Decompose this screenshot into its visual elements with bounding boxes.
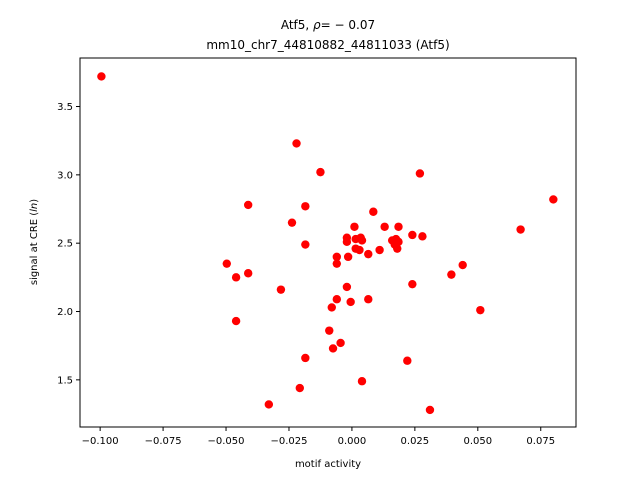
data-point-32 bbox=[357, 236, 367, 245]
data-point-50 bbox=[425, 405, 435, 415]
data-point-45 bbox=[403, 356, 412, 365]
data-point-30 bbox=[355, 245, 364, 255]
x-tick-label-7: 0.075 bbox=[526, 436, 555, 447]
data-point-53 bbox=[476, 305, 485, 315]
data-point-46 bbox=[408, 230, 417, 240]
data-point-13 bbox=[301, 353, 310, 363]
data-point-55 bbox=[549, 195, 558, 204]
y-tick-label-3: 3.0 bbox=[57, 170, 73, 181]
x-tick-label-0: −0.100 bbox=[82, 436, 119, 447]
data-point-19 bbox=[332, 259, 342, 268]
data-point-42 bbox=[393, 244, 402, 253]
data-point-17 bbox=[328, 344, 338, 353]
data-point-51 bbox=[447, 270, 456, 279]
chart-title-line2: mm10_chr7_44810882_44811033 (Atf5) bbox=[206, 38, 449, 52]
data-point-37 bbox=[375, 245, 384, 255]
data-point-49 bbox=[418, 232, 427, 241]
chart-title-line1: Atf5, ρ= − 0.07 bbox=[281, 18, 375, 32]
data-point-10 bbox=[295, 383, 304, 393]
y-axis-label: signal at CRE (ln) bbox=[29, 199, 40, 285]
data-point-26 bbox=[346, 297, 355, 307]
data-point-34 bbox=[364, 249, 373, 259]
x-tick-label-2: −0.050 bbox=[208, 436, 245, 447]
y-tick-label-0: 1.5 bbox=[57, 375, 73, 386]
data-point-44 bbox=[394, 237, 403, 247]
x-tick-label-4: 0.000 bbox=[338, 436, 367, 447]
data-point-1 bbox=[222, 259, 231, 268]
data-point-14 bbox=[316, 167, 325, 177]
data-point-21 bbox=[336, 338, 345, 348]
data-point-33 bbox=[357, 377, 367, 386]
data-point-27 bbox=[350, 222, 359, 231]
data-point-47 bbox=[408, 279, 417, 289]
data-point-38 bbox=[380, 222, 389, 231]
data-points bbox=[97, 72, 558, 415]
data-point-36 bbox=[369, 207, 378, 216]
data-point-8 bbox=[287, 218, 297, 227]
x-tick-label-6: 0.050 bbox=[463, 436, 492, 447]
data-point-0 bbox=[97, 72, 106, 81]
data-point-18 bbox=[332, 252, 342, 262]
data-point-25 bbox=[343, 252, 353, 262]
data-point-35 bbox=[364, 295, 373, 304]
data-point-3 bbox=[231, 316, 241, 326]
data-point-43 bbox=[394, 222, 403, 231]
data-point-4 bbox=[243, 200, 253, 210]
data-point-12 bbox=[301, 240, 310, 249]
data-point-15 bbox=[325, 326, 334, 335]
y-axis-ticks: 1.5 2.0 2.5 3.0 3.5 bbox=[57, 102, 80, 386]
data-point-5 bbox=[243, 269, 253, 278]
data-point-23 bbox=[342, 237, 352, 247]
x-tick-label-3: −0.025 bbox=[270, 436, 307, 447]
x-tick-label-1: −0.075 bbox=[145, 436, 182, 447]
data-point-20 bbox=[332, 295, 342, 304]
x-tick-label-5: 0.025 bbox=[401, 436, 430, 447]
data-point-6 bbox=[264, 400, 274, 409]
data-point-48 bbox=[415, 169, 425, 178]
data-point-7 bbox=[276, 285, 286, 294]
data-point-24 bbox=[342, 282, 352, 292]
y-tick-label-4: 3.5 bbox=[57, 102, 73, 113]
x-axis-label: motif activity bbox=[295, 459, 361, 470]
data-point-9 bbox=[292, 139, 301, 148]
data-point-54 bbox=[516, 225, 525, 234]
y-tick-label-2: 2.5 bbox=[57, 239, 73, 250]
data-point-16 bbox=[327, 303, 336, 312]
data-point-2 bbox=[231, 273, 241, 282]
plot-frame bbox=[79, 57, 577, 428]
y-tick-label-1: 2.0 bbox=[57, 307, 73, 318]
data-point-52 bbox=[458, 260, 467, 270]
x-axis-ticks: −0.100 −0.075 −0.050 −0.025 0.000 0.025 0.050 0… bbox=[82, 427, 555, 447]
data-point-11 bbox=[301, 202, 310, 211]
